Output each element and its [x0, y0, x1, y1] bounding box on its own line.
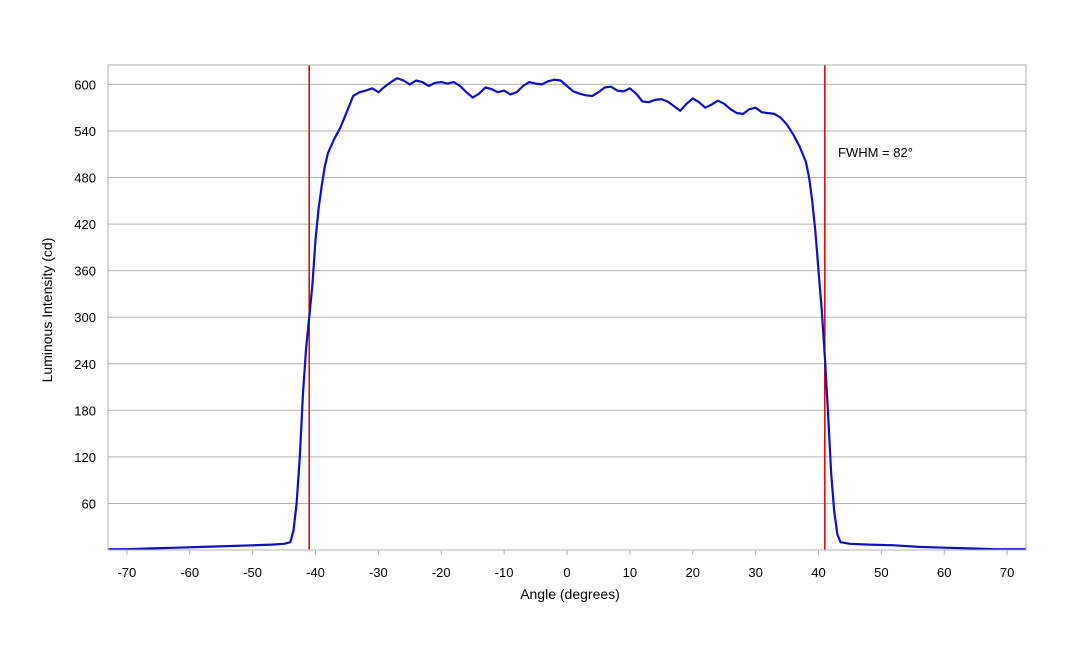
x-tick-labels: -70 -60 -50 -40 -30 -20 -10 0 10 20 30 40 50 60 70 — [117, 550, 1014, 580]
y-tick-label: 60 — [82, 496, 96, 511]
y-tick-labels: 60 120 180 240 300 360 420 480 540 600 — [74, 77, 96, 511]
y-tick-label: 480 — [74, 171, 96, 186]
series-group — [108, 77, 1026, 551]
y-axis-title: Luminous Intensity (cd) — [39, 238, 55, 383]
y-tick-label: 540 — [74, 124, 96, 139]
x-tick-label: 10 — [623, 565, 637, 580]
fwhm-annotation: FWHM = 82° — [838, 145, 913, 160]
x-tick-label: -70 — [117, 565, 136, 580]
y-tick-label: 180 — [74, 403, 96, 418]
y-tick-label: 240 — [74, 357, 96, 372]
x-tick-label: 0 — [563, 565, 570, 580]
x-tick-label: 60 — [937, 565, 951, 580]
y-tick-label: 360 — [74, 264, 96, 279]
x-axis-title: Angle (degrees) — [520, 586, 620, 602]
y-tick-label: 420 — [74, 217, 96, 232]
y-tick-label: 120 — [74, 450, 96, 465]
x-tick-label: -30 — [369, 565, 388, 580]
x-tick-label: -40 — [306, 565, 325, 580]
x-tick-label: -50 — [243, 565, 262, 580]
y-tick-label: 600 — [74, 77, 96, 92]
grid-lines — [108, 83, 1026, 504]
plot-area-background — [108, 65, 1026, 550]
x-tick-label: -20 — [432, 565, 451, 580]
x-tick-label: 30 — [748, 565, 762, 580]
y-tick-label: 300 — [74, 310, 96, 325]
x-tick-label: 70 — [1000, 565, 1014, 580]
x-tick-label: 50 — [874, 565, 888, 580]
x-tick-label: -60 — [180, 565, 199, 580]
intensity-series-line — [108, 77, 1026, 551]
x-tick-label: 40 — [811, 565, 825, 580]
x-tick-label: -10 — [495, 565, 514, 580]
x-tick-label: 20 — [686, 565, 700, 580]
